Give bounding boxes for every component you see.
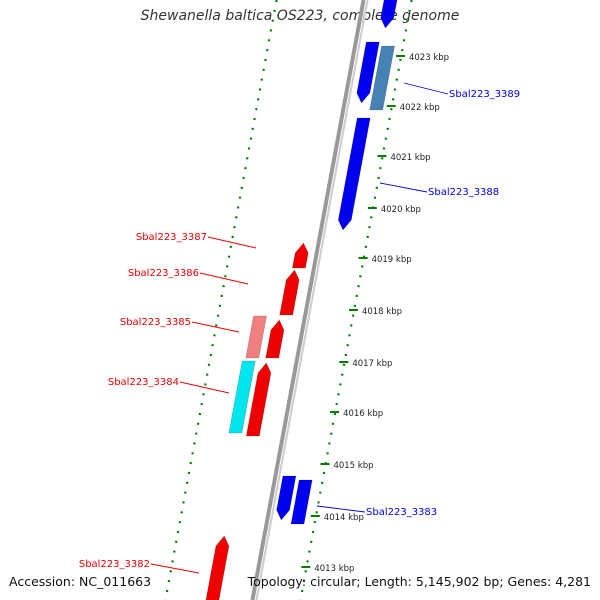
gene-arrow xyxy=(290,479,313,525)
gene-label: Sbal223_3382 xyxy=(79,559,150,570)
label-leader-line xyxy=(150,563,200,574)
tick-label: 4016 kbp xyxy=(343,409,383,419)
gene-arrow xyxy=(276,475,297,521)
gene-label: Sbal223_3389 xyxy=(449,89,520,100)
label-leader-line xyxy=(379,182,428,193)
gene-label: Sbal223_3383 xyxy=(366,507,437,518)
tick-label: 4022 kbp xyxy=(400,103,440,113)
tick-label: 4019 kbp xyxy=(372,255,412,265)
gene-arrow xyxy=(265,319,285,359)
gene-arrow xyxy=(380,0,398,29)
outer-ring xyxy=(299,0,413,600)
gene-arrow xyxy=(245,315,267,359)
topology-text: Topology: circular; Length: 5,145,902 bp… xyxy=(247,574,591,589)
gene-arrow xyxy=(356,41,380,104)
page-title: Shewanella baltica OS223, complete genom… xyxy=(140,8,460,24)
label-leader-line xyxy=(207,236,257,249)
label-leader-line xyxy=(191,321,240,333)
label-leader-line xyxy=(403,82,449,95)
inner-ring xyxy=(164,0,278,600)
gene-arrow xyxy=(245,362,272,437)
gene-arrow xyxy=(337,117,371,231)
backbone xyxy=(250,0,366,600)
gene-arrow xyxy=(292,242,309,269)
tick-label: 4013 kbp xyxy=(314,564,354,574)
tick-label: 4018 kbp xyxy=(362,307,402,317)
tick-label: 4023 kbp xyxy=(409,53,449,63)
gene-label: Sbal223_3388 xyxy=(428,187,499,198)
gene-label: Sbal223_3385 xyxy=(120,317,191,328)
gene-arrow xyxy=(279,269,300,316)
label-leader-line xyxy=(179,381,230,394)
label-leader-line xyxy=(316,505,366,513)
tick-label: 4015 kbp xyxy=(333,461,373,471)
tick-label: 4020 kbp xyxy=(381,205,421,215)
accession-text: Accession: NC_011663 xyxy=(9,574,152,589)
tick-label: 4014 kbp xyxy=(324,513,364,523)
label-leader-line xyxy=(199,272,249,285)
tick-label: 4021 kbp xyxy=(390,153,430,163)
gene-arrow xyxy=(228,360,256,434)
gene-arrow xyxy=(369,45,395,111)
gene-label: Sbal223_3387 xyxy=(136,232,207,243)
tick-label: 4017 kbp xyxy=(352,359,392,369)
backbone-shadow xyxy=(255,0,369,600)
gene-arrow xyxy=(205,535,230,600)
gene-label: Sbal223_3384 xyxy=(108,377,179,388)
gene-label: Sbal223_3386 xyxy=(128,268,199,279)
